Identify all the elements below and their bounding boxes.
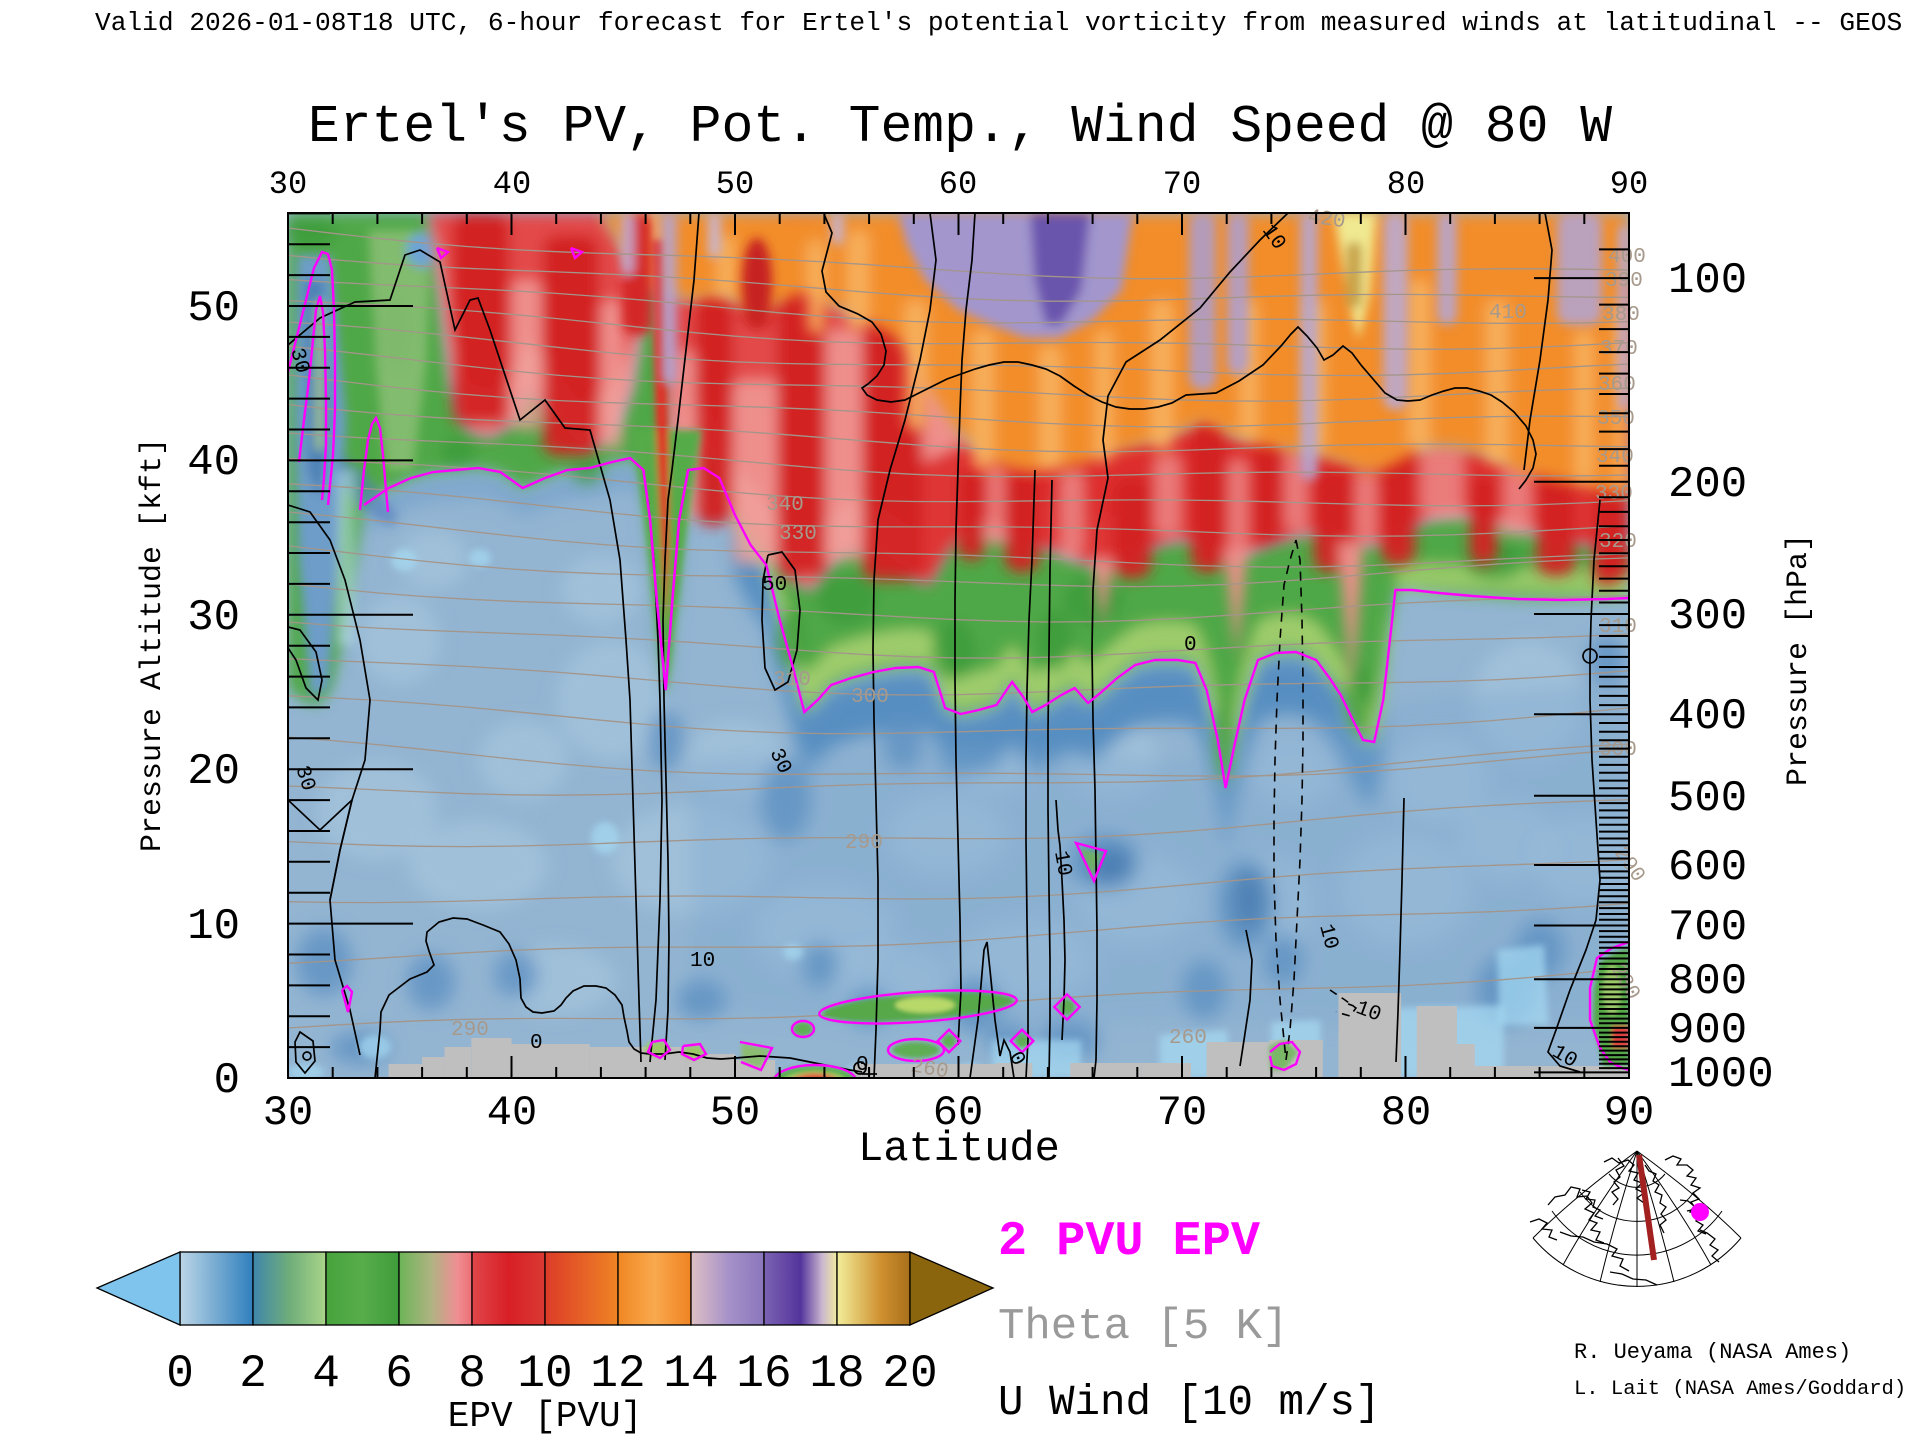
- svg-text:200: 200: [1668, 460, 1747, 510]
- svg-text:0: 0: [166, 1348, 194, 1400]
- svg-text:R. Ueyama (NASA Ames): R. Ueyama (NASA Ames): [1574, 1340, 1851, 1365]
- svg-text:90: 90: [1604, 1089, 1654, 1137]
- svg-text:16: 16: [736, 1348, 791, 1400]
- svg-text:310: 310: [1599, 616, 1637, 639]
- svg-text:290: 290: [451, 1019, 489, 1042]
- svg-text:10: 10: [187, 902, 240, 952]
- svg-text:80: 80: [1381, 1089, 1431, 1137]
- svg-text:260: 260: [1169, 1027, 1207, 1050]
- svg-text:410: 410: [1489, 302, 1527, 325]
- svg-text:20: 20: [187, 747, 240, 797]
- svg-text:310: 310: [773, 669, 811, 692]
- svg-text:8: 8: [458, 1348, 486, 1400]
- svg-text:330: 330: [1595, 483, 1633, 506]
- svg-text:10: 10: [690, 950, 715, 973]
- svg-text:290: 290: [845, 832, 883, 855]
- svg-text:80: 80: [1387, 166, 1425, 203]
- svg-text:Latitude: Latitude: [858, 1125, 1060, 1173]
- svg-text:90: 90: [1610, 166, 1648, 203]
- svg-text:320: 320: [1599, 531, 1637, 554]
- svg-text:340: 340: [766, 494, 804, 517]
- svg-text:L. Lait (NASA Ames/Goddard): L. Lait (NASA Ames/Goddard): [1574, 1378, 1906, 1401]
- svg-text:60: 60: [933, 1089, 983, 1137]
- svg-text:U Wind [10 m/s]: U Wind [10 m/s]: [998, 1379, 1381, 1427]
- svg-text:0: 0: [530, 1032, 543, 1055]
- svg-text:0: 0: [856, 1054, 869, 1077]
- svg-text:14: 14: [663, 1348, 718, 1400]
- svg-text:18: 18: [809, 1348, 864, 1400]
- svg-text:340: 340: [1596, 446, 1634, 469]
- svg-text:420: 420: [1306, 206, 1347, 234]
- svg-text:360: 360: [1598, 374, 1636, 397]
- svg-text:Theta [5 K]: Theta [5 K]: [998, 1302, 1288, 1352]
- svg-text:10: 10: [1048, 849, 1075, 878]
- svg-text:2: 2: [239, 1348, 267, 1400]
- svg-text:400: 400: [1668, 692, 1747, 742]
- svg-text:60: 60: [939, 166, 977, 203]
- svg-text:0: 0: [1184, 634, 1197, 657]
- svg-text:30: 30: [269, 166, 307, 203]
- svg-text:700: 700: [1668, 903, 1747, 953]
- svg-text:4: 4: [312, 1348, 340, 1400]
- svg-text:70: 70: [1163, 166, 1201, 203]
- svg-text:380: 380: [1602, 304, 1640, 327]
- svg-text:500: 500: [1668, 774, 1747, 824]
- svg-text:Valid 2026-01-08T18 UTC, 6-hou: Valid 2026-01-08T18 UTC, 6-hour forecast…: [95, 8, 1902, 38]
- svg-text:Ertel's PV, Pot. Temp., Wind S: Ertel's PV, Pot. Temp., Wind Speed @ 80 …: [308, 97, 1612, 157]
- svg-text:40: 40: [187, 438, 240, 488]
- svg-text:20: 20: [882, 1348, 937, 1400]
- svg-text:300: 300: [1599, 739, 1637, 762]
- svg-text:50: 50: [762, 574, 787, 597]
- svg-text:900: 900: [1668, 1006, 1747, 1056]
- svg-text:2 PVU EPV: 2 PVU EPV: [998, 1214, 1261, 1269]
- svg-text:30: 30: [187, 593, 240, 643]
- svg-text:800: 800: [1668, 957, 1747, 1007]
- svg-text:12: 12: [590, 1348, 645, 1400]
- svg-text:400: 400: [1608, 246, 1646, 269]
- svg-text:50: 50: [716, 166, 754, 203]
- svg-text:70: 70: [1157, 1089, 1207, 1137]
- svg-text:30: 30: [263, 1089, 313, 1137]
- svg-text:50: 50: [710, 1089, 760, 1137]
- svg-text:390: 390: [1605, 270, 1643, 293]
- svg-text:50: 50: [187, 284, 240, 334]
- svg-text:Pressure Altitude [kft]: Pressure Altitude [kft]: [136, 438, 170, 852]
- svg-text:370: 370: [1600, 338, 1638, 361]
- svg-text:300: 300: [1668, 592, 1747, 642]
- svg-text:0: 0: [214, 1056, 240, 1106]
- svg-text:10: 10: [517, 1348, 572, 1400]
- svg-text:1000: 1000: [1668, 1050, 1774, 1100]
- svg-text:100: 100: [1668, 256, 1747, 306]
- svg-text:40: 40: [493, 166, 531, 203]
- svg-text:600: 600: [1668, 843, 1747, 893]
- svg-text:330: 330: [779, 523, 817, 546]
- svg-text:Pressure [hPa]: Pressure [hPa]: [1782, 534, 1816, 786]
- svg-text:6: 6: [385, 1348, 413, 1400]
- svg-text:EPV [PVU]: EPV [PVU]: [448, 1396, 642, 1437]
- svg-text:300: 300: [851, 686, 889, 709]
- svg-text:40: 40: [487, 1089, 537, 1137]
